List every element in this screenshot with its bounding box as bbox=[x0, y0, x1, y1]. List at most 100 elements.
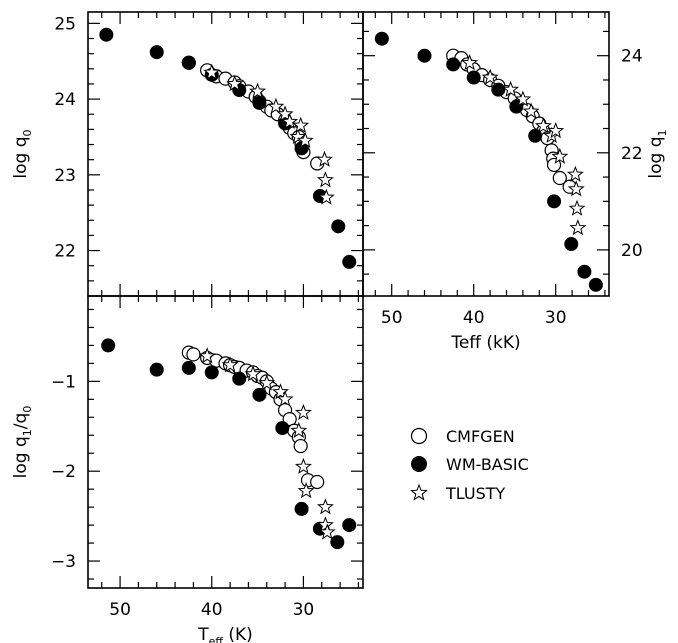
legend-marker-tlusty bbox=[410, 483, 428, 501]
point-tlusty bbox=[267, 97, 285, 114]
point-tlusty bbox=[226, 75, 244, 92]
point-tlusty bbox=[281, 112, 299, 130]
series-wm-basic bbox=[374, 31, 603, 292]
point-tlusty bbox=[198, 347, 216, 364]
x-tick-label: 30 bbox=[545, 308, 567, 328]
point-wm-basic bbox=[331, 219, 346, 234]
panel-top-right: 50 40 30 20 22 24 log q1 Teff (kK) bbox=[362, 11, 669, 353]
point-tlusty bbox=[276, 390, 294, 407]
point-tlusty bbox=[316, 498, 334, 515]
point-tlusty bbox=[534, 117, 552, 134]
point-wm-basic bbox=[577, 264, 592, 279]
x-tick-label: 40 bbox=[463, 308, 485, 328]
y-tick-label: 22 bbox=[621, 144, 643, 164]
x-axis-label: Teff (K) bbox=[197, 625, 253, 643]
legend-item-tlusty: TLUSTY bbox=[410, 483, 506, 503]
plot-frame bbox=[362, 11, 610, 297]
legend-item-wm-basic: WM-BASIC bbox=[411, 455, 529, 474]
point-wm-basic bbox=[181, 55, 196, 70]
y-tick-label: 25 bbox=[54, 14, 76, 34]
legend-marker-wm-basic bbox=[411, 456, 427, 472]
point-tlusty bbox=[502, 80, 520, 97]
point-tlusty bbox=[258, 374, 276, 391]
legend-label-cmfgen: CMFGEN bbox=[446, 427, 515, 446]
point-wm-basic bbox=[181, 360, 196, 375]
point-tlusty bbox=[272, 383, 289, 400]
point-wm-basic bbox=[149, 362, 164, 377]
panel-bottom-left: 50 40 30 −1 −2 −3 log q1/q0 Teff (K) bbox=[11, 295, 364, 643]
point-tlusty bbox=[297, 482, 315, 499]
point-tlusty bbox=[568, 199, 586, 216]
y-tick-label: −2 bbox=[51, 462, 76, 482]
point-wm-basic bbox=[417, 48, 432, 63]
point-cmfgen bbox=[186, 347, 201, 362]
point-wm-basic bbox=[564, 237, 579, 252]
y-axis-label: log q0 bbox=[11, 129, 34, 178]
point-tlusty bbox=[292, 116, 310, 133]
y-tick-label: 20 bbox=[621, 241, 643, 261]
point-tlusty bbox=[244, 365, 262, 382]
point-tlusty bbox=[317, 188, 335, 205]
series-tlusty bbox=[198, 347, 336, 540]
x-tick-label: 30 bbox=[293, 600, 315, 620]
point-tlusty bbox=[318, 523, 336, 540]
y-tick-label: −3 bbox=[51, 552, 76, 572]
point-tlusty bbox=[203, 63, 221, 80]
y-tick-label: 24 bbox=[621, 47, 643, 67]
point-tlusty bbox=[296, 131, 314, 148]
point-wm-basic bbox=[491, 82, 506, 97]
point-wm-basic bbox=[342, 518, 357, 533]
point-tlusty bbox=[547, 122, 565, 139]
series-tlusty bbox=[203, 63, 335, 205]
y-tick-label: −1 bbox=[51, 372, 76, 392]
point-tlusty bbox=[522, 102, 540, 119]
point-tlusty bbox=[514, 90, 532, 107]
point-wm-basic bbox=[101, 338, 116, 353]
y-axis-label: log q1/q0 bbox=[11, 406, 34, 479]
point-tlusty bbox=[461, 54, 479, 71]
point-tlusty bbox=[551, 147, 569, 164]
point-wm-basic bbox=[547, 194, 562, 209]
point-tlusty bbox=[569, 219, 587, 236]
point-wm-basic bbox=[204, 365, 219, 380]
point-tlusty bbox=[221, 356, 239, 373]
series-tlusty bbox=[461, 54, 587, 236]
point-tlusty bbox=[289, 128, 307, 145]
point-tlusty bbox=[249, 82, 267, 99]
point-tlusty bbox=[566, 165, 584, 182]
point-tlusty bbox=[316, 171, 334, 188]
point-tlusty bbox=[294, 403, 312, 421]
point-tlusty bbox=[316, 150, 333, 167]
x-tick-label: 50 bbox=[381, 308, 403, 328]
point-wm-basic bbox=[252, 95, 267, 110]
point-wm-basic bbox=[374, 31, 389, 46]
point-wm-basic bbox=[588, 277, 603, 292]
point-cmfgen bbox=[552, 170, 567, 186]
legend: CMFGEN WM-BASIC TLUSTY bbox=[410, 427, 529, 503]
point-tlusty bbox=[567, 180, 585, 197]
point-cmfgen bbox=[293, 438, 308, 454]
point-tlusty bbox=[290, 421, 308, 438]
y-axis-label: log q1 bbox=[646, 129, 669, 178]
point-tlusty bbox=[481, 68, 499, 85]
point-tlusty bbox=[276, 105, 294, 122]
point-wm-basic bbox=[275, 421, 290, 436]
point-wm-basic bbox=[342, 254, 357, 269]
point-tlusty bbox=[294, 457, 312, 474]
y-tick-label: 23 bbox=[54, 166, 76, 186]
plot-frame bbox=[87, 11, 364, 297]
series-cmfgen bbox=[446, 48, 577, 194]
series-wm-basic bbox=[101, 338, 357, 550]
point-wm-basic bbox=[232, 371, 247, 386]
series-wm-basic bbox=[99, 27, 357, 269]
plot-frame bbox=[87, 295, 364, 589]
legend-item-cmfgen: CMFGEN bbox=[410, 427, 515, 446]
point-wm-basic bbox=[149, 45, 164, 60]
point-wm-basic bbox=[294, 501, 309, 516]
y-tick-label: 22 bbox=[54, 242, 76, 262]
y-tick-label: 24 bbox=[54, 90, 76, 110]
point-wm-basic bbox=[330, 535, 345, 550]
x-axis-label: Teff (kK) bbox=[450, 333, 520, 353]
point-wm-basic bbox=[252, 387, 267, 402]
